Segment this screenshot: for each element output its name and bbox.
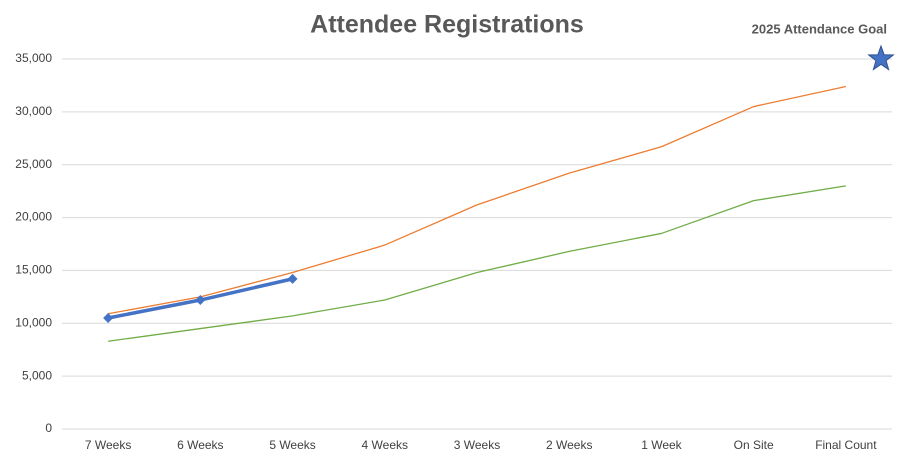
- y-tick-label: 10,000: [15, 315, 52, 329]
- goal-label: 2025 Attendance Goal: [752, 21, 887, 36]
- x-tick-label: 1 Week: [641, 438, 682, 452]
- x-tick-label: 3 Weeks: [454, 438, 500, 452]
- y-tick-label: 15,000: [15, 263, 52, 277]
- marker: [287, 273, 298, 284]
- y-tick-label: 20,000: [15, 210, 52, 224]
- series-line: [107, 85, 847, 315]
- y-tick-label: 35,000: [15, 51, 52, 65]
- y-tick-label: 30,000: [15, 104, 52, 118]
- series-line: [108, 185, 846, 342]
- x-tick-label: 2 Weeks: [546, 438, 592, 452]
- goal-star: [867, 44, 895, 71]
- y-tick-label: 25,000: [15, 157, 52, 171]
- marker: [195, 295, 206, 306]
- x-tick-label: 7 Weeks: [85, 438, 131, 452]
- marker: [103, 313, 114, 323]
- x-tick-label: 4 Weeks: [362, 438, 408, 452]
- x-tick-label: On Site: [734, 438, 774, 452]
- y-tick-label: 5,000: [22, 368, 52, 382]
- y-tick-label: 0: [45, 421, 52, 435]
- x-tick-label: 5 Weeks: [269, 438, 315, 452]
- x-tick-label: Final Count: [815, 438, 877, 452]
- chart-title: Attendee Registrations: [310, 11, 584, 39]
- x-tick-label: 6 Weeks: [177, 438, 223, 452]
